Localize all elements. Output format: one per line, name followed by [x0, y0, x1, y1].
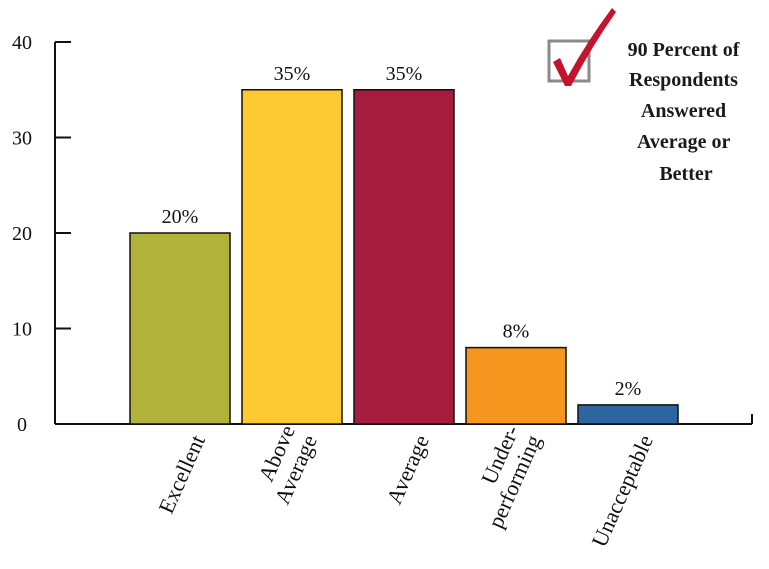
data-label: 8%: [503, 321, 530, 343]
bar: [241, 89, 343, 425]
chart-bars: [129, 89, 679, 425]
x-tick-label: AboveAverage: [247, 421, 321, 508]
data-label: 35%: [274, 63, 311, 85]
callout-line: Better: [659, 163, 712, 185]
data-label: 20%: [162, 206, 199, 228]
callout-line: Respondents: [629, 69, 738, 91]
x-tick-label-line: Excellent: [153, 431, 210, 517]
bar: [577, 404, 679, 425]
callout: 90 Percent of Respondents Answered Avera…: [547, 8, 745, 185]
y-tick-label: 20: [12, 223, 32, 245]
y-tick-label: 40: [12, 32, 32, 54]
data-label: 2%: [615, 378, 642, 400]
y-tick-label: 0: [17, 414, 27, 436]
bar: [465, 346, 567, 425]
x-tick-label: Excellent: [153, 431, 210, 517]
x-tick-label: Unacceptable: [586, 431, 658, 551]
bar: [129, 232, 231, 425]
y-tick-label: 30: [12, 128, 32, 150]
callout-line: Answered: [641, 100, 726, 122]
x-tick-label-line: Average: [381, 431, 433, 508]
callout-line: 90 Percent of: [628, 39, 740, 61]
data-label: 35%: [386, 63, 423, 85]
x-tick-label: Under-performing: [461, 421, 546, 531]
checkmark-icon: [553, 8, 616, 86]
x-tick-label: Average: [381, 431, 433, 508]
svg-text:90 Percent of Respondent: 90 Percent of Respondents Answered Avera…: [628, 39, 745, 185]
y-tick-label: 10: [12, 319, 32, 341]
bar: [353, 89, 455, 425]
x-tick-label-line: Unacceptable: [586, 431, 658, 551]
callout-line: Average or: [637, 131, 731, 153]
